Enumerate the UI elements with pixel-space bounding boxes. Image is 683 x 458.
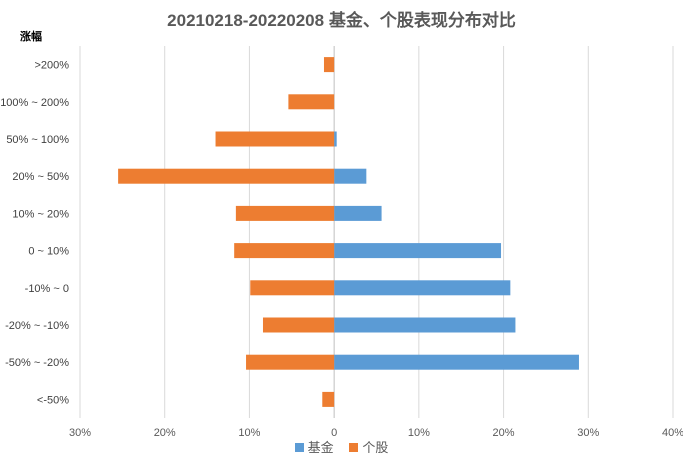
chart-title: 20210218-20220208 基金、个股表现分布对比 [167, 11, 516, 30]
legend-swatch-stock [349, 443, 359, 452]
bar-stock-5 [234, 243, 335, 259]
bar-fund-6 [334, 280, 511, 296]
legend: 基金 个股 [0, 437, 683, 456]
bar-stock-3 [118, 168, 335, 184]
bar-stock-2 [215, 131, 335, 147]
category-label: -50% ~ -20% [5, 357, 69, 369]
x-tick-label: 40% [662, 427, 683, 439]
x-tick-label: 30% [577, 427, 599, 439]
bar-stock-7 [262, 317, 335, 333]
x-tick-label: 20% [493, 427, 515, 439]
category-label: >200% [34, 60, 69, 72]
y-axis-title: 涨幅 [20, 31, 42, 43]
category-label: -10% ~ 0 [25, 283, 69, 295]
category-label: 100% ~ 200% [0, 97, 69, 109]
category-label: 0 ~ 10% [28, 246, 69, 258]
category-label: -20% ~ -10% [5, 320, 69, 332]
bar-fund-4 [334, 205, 382, 221]
bar-fund-2 [334, 131, 337, 147]
bar-fund-3 [334, 168, 367, 184]
bar-stock-6 [250, 280, 335, 296]
category-label: 20% ~ 50% [12, 171, 69, 183]
bars [118, 57, 579, 407]
x-tick-label: 10% [408, 427, 430, 439]
x-tick-label: 0 [331, 427, 337, 439]
legend-item-stock: 个股 [349, 437, 388, 456]
bar-fund-7 [334, 317, 516, 333]
bar-fund-5 [334, 243, 502, 259]
category-label: <-50% [37, 394, 69, 406]
category-label: 50% ~ 100% [6, 134, 69, 146]
x-tick-label: 30% [69, 427, 91, 439]
legend-swatch-fund [294, 443, 304, 452]
bar-stock-8 [246, 354, 335, 370]
bar-stock-4 [235, 205, 335, 221]
bar-stock-1 [288, 94, 335, 110]
category-label: 10% ~ 20% [12, 208, 69, 220]
legend-item-fund: 基金 [294, 437, 334, 456]
bar-fund-8 [334, 354, 579, 370]
legend-label-fund: 基金 [307, 440, 334, 455]
x-tick-label: 10% [238, 427, 260, 439]
tick-labels: 30% 20% 10% 0 10% 20% 30% 40% >200% 100% ~ 200% 50… [0, 60, 683, 439]
legend-label-stock: 个股 [362, 440, 389, 455]
x-tick-label: 20% [154, 427, 176, 439]
bar-stock-0 [323, 57, 335, 73]
bar-stock-9 [322, 391, 335, 407]
